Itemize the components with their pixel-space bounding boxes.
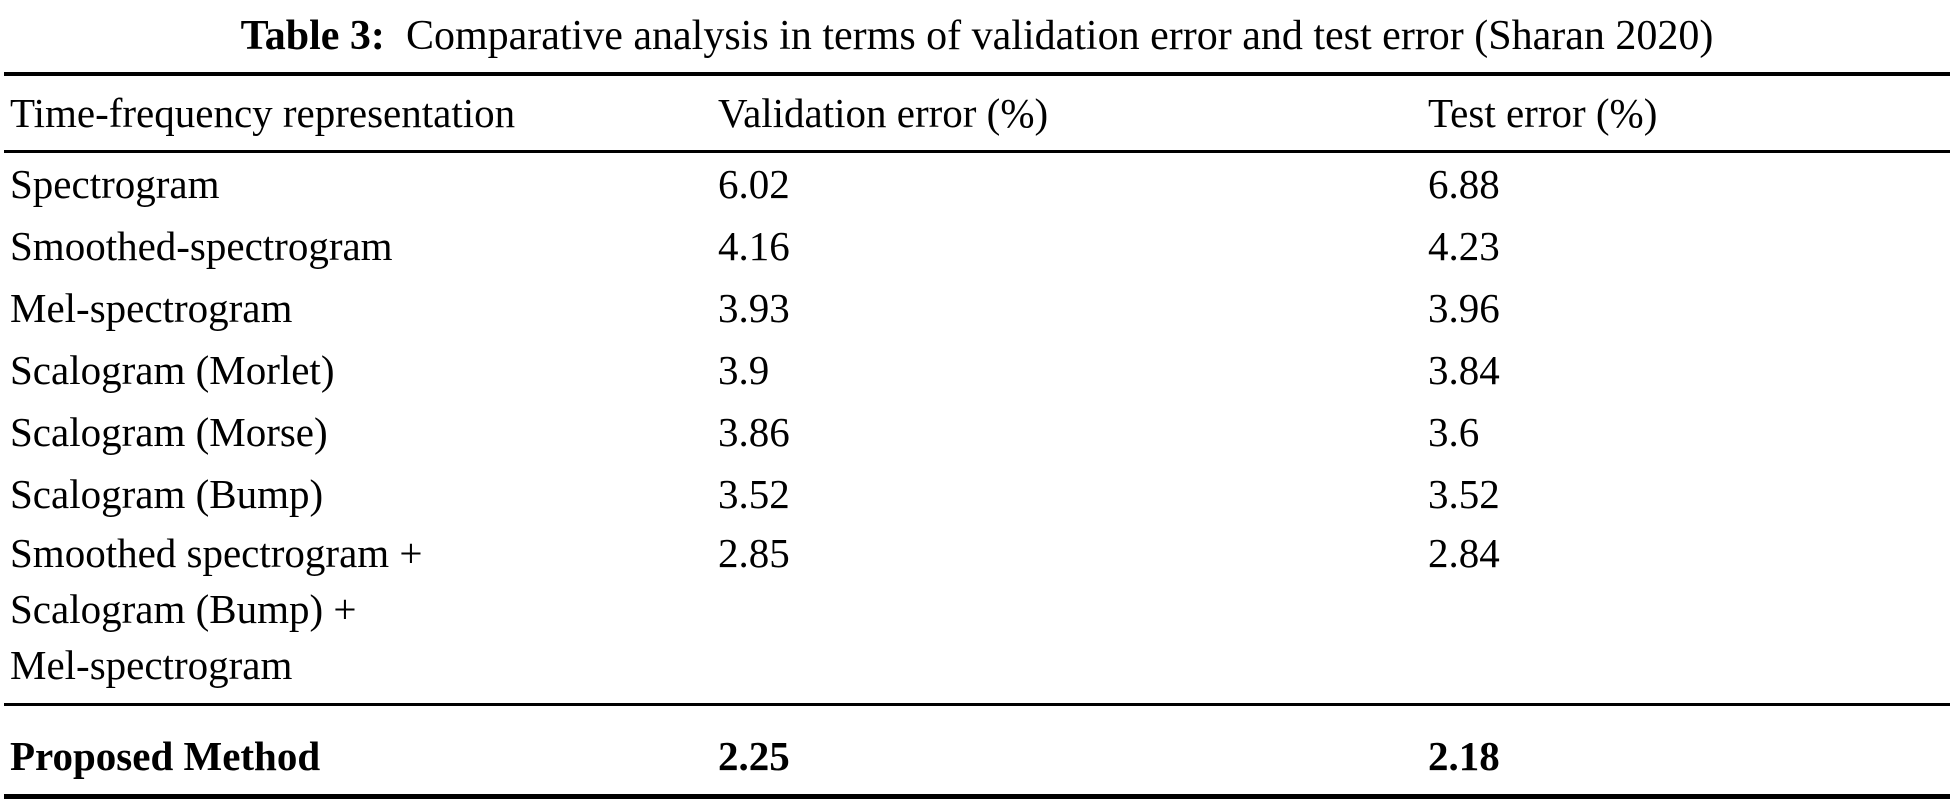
test-error-cell: 3.6 [1428, 409, 1480, 455]
representation-cell: Smoothed-spectrogram [10, 223, 393, 269]
validation-error-cell: 2.25 [718, 733, 790, 779]
column-header-validation-error: Validation error (%) [718, 90, 1049, 136]
test-error-cell: 4.23 [1428, 223, 1500, 269]
validation-error-cell: 3.86 [718, 409, 790, 455]
representation-cell: Mel-spectrogram [10, 285, 293, 331]
validation-error-cell: 3.52 [718, 471, 790, 517]
validation-error-cell: 3.9 [718, 347, 770, 393]
table-caption: Table 3: Comparative analysis in terms o… [0, 0, 1954, 72]
validation-error-cell: 4.16 [718, 223, 790, 269]
proposed-method-row: Proposed Method 2.25 2.18 [4, 703, 1950, 799]
comparison-table: Time-frequency representation Validation… [4, 72, 1950, 799]
representation-cell: Scalogram (Morlet) [10, 347, 335, 393]
table-caption-text [395, 13, 406, 59]
column-header-test-error: Test error (%) [1428, 90, 1658, 136]
validation-error-cell: 6.02 [718, 161, 790, 207]
representation-cell: Scalogram (Bump) [10, 471, 324, 517]
representation-cell: Proposed Method [10, 733, 321, 779]
validation-error-cell: 3.93 [718, 285, 790, 331]
test-error-cell: 2.18 [1428, 733, 1500, 779]
table-row: Scalogram (Morlet) 3.9 3.84 [4, 339, 1950, 401]
representation-cell: Smoothed spectrogram + Scalogram (Bump) … [10, 530, 423, 688]
test-error-cell: 3.52 [1428, 471, 1500, 517]
representation-cell: Scalogram (Morse) [10, 409, 328, 455]
table-row: Scalogram (Morse) 3.86 3.6 [4, 401, 1950, 463]
validation-error-cell: 2.85 [718, 530, 790, 576]
table-row: Smoothed-spectrogram 4.16 4.23 [4, 215, 1950, 277]
test-error-cell: 6.88 [1428, 161, 1500, 207]
table-header-row: Time-frequency representation Validation… [4, 72, 1950, 153]
test-error-cell: 3.84 [1428, 347, 1500, 393]
table-caption-body: Comparative analysis in terms of validat… [405, 13, 1714, 59]
representation-cell: Spectrogram [10, 161, 220, 207]
table-row-combined-representations: Smoothed spectrogram + Scalogram (Bump) … [4, 525, 1950, 703]
table-row: Mel-spectrogram 3.93 3.96 [4, 277, 1950, 339]
table-row: Scalogram (Bump) 3.52 3.52 [4, 463, 1950, 525]
table-row: Spectrogram 6.02 6.88 [4, 153, 1950, 215]
column-header-representation: Time-frequency representation [10, 90, 516, 136]
test-error-cell: 2.84 [1428, 530, 1500, 576]
test-error-cell: 3.96 [1428, 285, 1500, 331]
table-caption-label: Table 3: [240, 13, 385, 59]
